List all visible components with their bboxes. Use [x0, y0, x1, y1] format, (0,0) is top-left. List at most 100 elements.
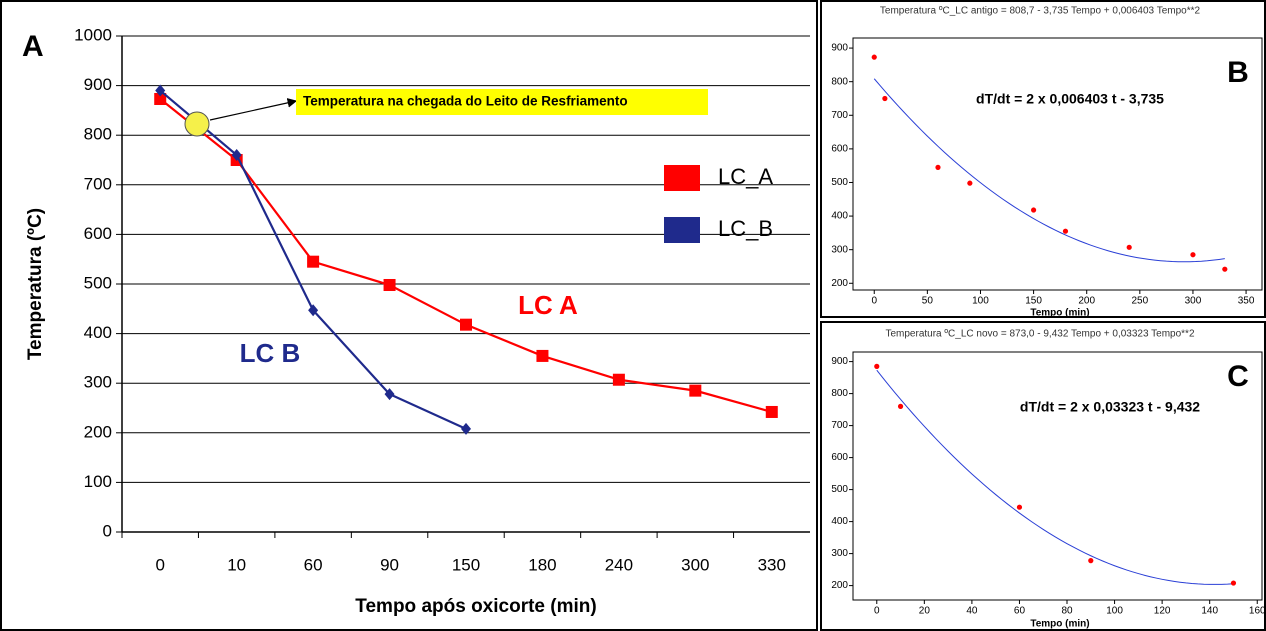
legend-swatch [664, 217, 700, 243]
x-axis-label: Tempo após oxicorte (min) [355, 596, 596, 617]
fit-curve [873, 78, 1225, 263]
y-tick-label: 500 [84, 273, 112, 292]
panel-label: B [1227, 56, 1249, 89]
x-tick-label: 20 [919, 606, 931, 617]
y-tick-label: 800 [831, 76, 848, 87]
y-tick-label: 600 [831, 144, 848, 155]
x-tick-label: 0 [155, 555, 164, 574]
y-tick-label: 0 [103, 521, 112, 540]
y-tick-label: 400 [831, 516, 848, 527]
x-tick-label: 240 [605, 555, 633, 574]
y-tick-label: 700 [831, 110, 848, 121]
y-tick-label: 200 [831, 580, 848, 591]
y-tick-label: 700 [84, 174, 112, 193]
y-tick-label: 200 [84, 422, 112, 441]
point [536, 349, 549, 362]
point [689, 384, 702, 397]
x-tick-label: 60 [304, 555, 323, 574]
chart-title: Temperatura ºC_LC novo = 873,0 - 9,432 T… [885, 329, 1194, 340]
x-tick-label: 80 [1061, 606, 1073, 617]
y-tick-label: 500 [831, 177, 848, 188]
point [384, 388, 395, 401]
point [765, 405, 778, 418]
panel-c-frame [820, 321, 1266, 631]
panel-b-frame [820, 0, 1266, 318]
point [383, 278, 396, 291]
annotation: dT/dt = 2 x 0,006403 t - 3,735 [976, 91, 1164, 107]
point [1062, 228, 1069, 234]
point [154, 92, 167, 105]
series-label: LC A [518, 290, 578, 320]
x-axis-label: Tempo (min) [1030, 308, 1089, 319]
x-tick-label: 0 [871, 296, 877, 307]
y-tick-label: 1000 [74, 25, 112, 44]
panel-label: C [1227, 360, 1249, 393]
point [882, 95, 888, 102]
point [231, 149, 242, 162]
point [461, 422, 471, 435]
panel: 200 300 400 500 600 700 800 900 0 20 40 60 80 100 120 1… [831, 329, 1266, 630]
panel-label: A [22, 30, 44, 63]
point [1088, 558, 1094, 564]
x-tick-label: 40 [966, 606, 978, 617]
point [935, 164, 941, 170]
x-tick-label: 10 [227, 555, 246, 574]
point [1016, 504, 1023, 510]
y-tick-label: 300 [831, 244, 848, 255]
x-tick-label: 100 [972, 296, 989, 307]
x-tick-label: 250 [1131, 296, 1148, 307]
x-tick-label: 100 [1106, 606, 1123, 617]
x-tick-label: 300 [1185, 296, 1202, 307]
point [874, 363, 880, 369]
x-tick-label: 50 [922, 296, 934, 307]
fit-curve [876, 369, 1234, 585]
point [1126, 244, 1132, 250]
point [897, 403, 904, 409]
x-tick-label: 60 [1014, 606, 1026, 617]
annotation: Temperatura na chegada do Leito de Resfr… [303, 94, 628, 109]
legend-label: LC_A [718, 164, 773, 189]
panel: 200 300 400 500 600 700 800 900 0 50 100 150 200 250 3… [831, 6, 1263, 319]
point [1222, 266, 1228, 272]
x-tick-label: 90 [380, 555, 399, 574]
y-tick-label: 800 [84, 125, 112, 144]
legend-swatch [664, 165, 700, 191]
point [1030, 207, 1037, 213]
point [460, 318, 472, 331]
x-tick-label: 160 [1249, 606, 1266, 617]
x-tick-label: 0 [874, 606, 880, 617]
x-tick-label: 150 [452, 555, 480, 574]
x-tick-label: 180 [528, 555, 556, 574]
plot-area [852, 37, 1263, 291]
x-axis-label: Tempo (min) [1030, 619, 1089, 630]
y-tick-label: 900 [831, 356, 848, 367]
y-tick-label: 300 [84, 373, 112, 392]
point [967, 180, 973, 186]
y-tick-label: 800 [831, 388, 848, 399]
y-tick-label: 400 [831, 211, 848, 222]
x-tick-label: 200 [1078, 296, 1095, 307]
y-tick-label: 400 [84, 323, 112, 342]
legend-label: LC_B [718, 216, 773, 241]
chart-title: Temperatura ºC_LC antigo = 808,7 - 3,735… [880, 6, 1201, 17]
annotation-box [296, 89, 708, 115]
y-tick-label: 500 [831, 484, 848, 495]
y-tick-label: 600 [84, 224, 112, 243]
point [1230, 580, 1237, 586]
plot-area [852, 351, 1263, 601]
x-tick-label: 150 [1025, 296, 1042, 307]
y-tick-label: 700 [831, 420, 848, 431]
x-tick-label: 330 [758, 555, 786, 574]
x-tick-label: 350 [1238, 296, 1255, 307]
point [307, 255, 320, 268]
annotation: dT/dt = 2 x 0,03323 t - 9,432 [1020, 399, 1200, 415]
x-tick-label: 120 [1154, 606, 1171, 617]
arrival-marker [184, 111, 210, 137]
point [612, 373, 625, 386]
point [155, 84, 166, 97]
y-tick-label: 300 [831, 548, 848, 559]
x-tick-label: 300 [681, 555, 709, 574]
y-tick-label: 600 [831, 452, 848, 463]
y-tick-label: 900 [831, 43, 848, 54]
y-tick-label: 100 [84, 472, 112, 491]
